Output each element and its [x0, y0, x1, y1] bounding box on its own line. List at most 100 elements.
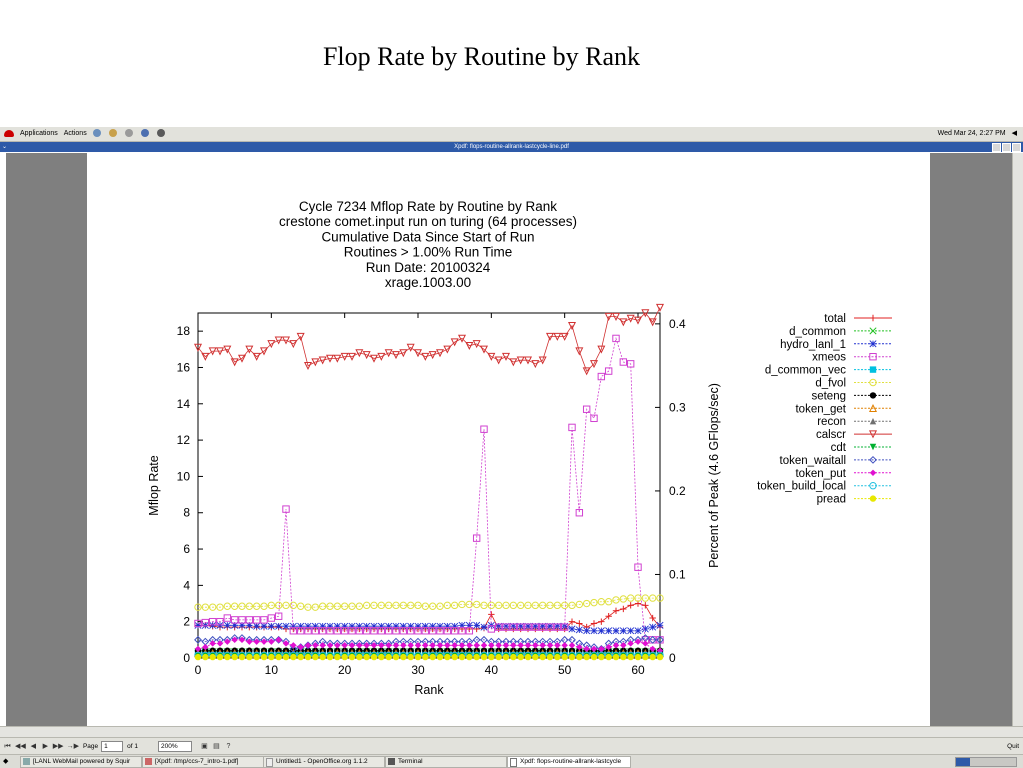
data-point	[407, 622, 415, 630]
data-point	[245, 621, 253, 629]
data-point	[333, 622, 341, 630]
data-point	[348, 653, 356, 661]
data-point	[245, 602, 254, 610]
window-title-bar[interactable]: ⌄ Xpdf: flops-routine-allrank-lastcycle-…	[0, 142, 1023, 152]
data-point	[356, 653, 363, 661]
data-point	[369, 354, 379, 363]
data-point	[370, 653, 378, 661]
data-point	[598, 653, 605, 661]
horizontal-scrollbar[interactable]	[0, 726, 1023, 737]
taskbar: ◆ [LANL WebMail powered by Squir [Xpdf: …	[0, 754, 1023, 768]
data-point	[362, 627, 371, 635]
data-point	[370, 601, 378, 610]
data-point	[319, 622, 327, 630]
task-terminal[interactable]: Terminal	[385, 756, 507, 768]
data-point	[304, 627, 312, 635]
data-point	[568, 625, 576, 633]
data-point	[649, 653, 656, 661]
data-point	[634, 563, 642, 571]
data-point	[237, 354, 247, 363]
print-button[interactable]: ▤	[213, 742, 220, 750]
data-point	[546, 622, 554, 630]
chart-title-line: Run Date: 20100324	[366, 260, 491, 275]
legend-marker	[869, 327, 877, 335]
help-button[interactable]: ?	[226, 742, 231, 750]
first-page-button[interactable]: ⏮	[4, 742, 11, 750]
data-point	[347, 352, 357, 361]
goto-button[interactable]: →▶	[66, 742, 79, 750]
back-10-button[interactable]: ◀◀	[15, 742, 26, 750]
data-point	[612, 607, 620, 614]
data-point	[296, 332, 305, 341]
data-point	[642, 640, 649, 647]
data-point	[443, 622, 451, 630]
data-point	[473, 653, 480, 661]
task-xpdf-intro[interactable]: [Xpdf: /tmp/ccs-7_intro-1.pdf]	[142, 756, 264, 768]
volume-icon[interactable]: ◀	[1011, 130, 1017, 137]
data-point	[443, 627, 452, 635]
applications-menu[interactable]: Applications	[20, 129, 58, 137]
actions-menu[interactable]: Actions	[63, 129, 87, 137]
series-calscr	[193, 303, 665, 376]
data-point	[421, 352, 430, 361]
data-point	[275, 622, 283, 630]
task-webmail[interactable]: [LANL WebMail powered by Squir	[20, 756, 142, 768]
data-point	[576, 620, 583, 627]
task-openoffice[interactable]: Untitled1 - OpenOffice.org 1.1.2	[263, 756, 385, 768]
y2-tick-label: 0.1	[669, 567, 686, 581]
workspace-switcher[interactable]	[955, 757, 1017, 767]
data-point	[260, 616, 268, 624]
quit-button[interactable]: Quit	[1007, 743, 1019, 750]
terminal-launcher-icon[interactable]	[156, 129, 165, 137]
data-point	[318, 602, 327, 610]
data-point	[524, 623, 532, 631]
office-launcher-icon[interactable]	[140, 129, 149, 137]
data-point	[553, 623, 562, 631]
vertical-scrollbar[interactable]	[1012, 153, 1023, 726]
data-point	[377, 352, 386, 361]
next-page-button[interactable]: ▶	[42, 742, 48, 750]
clock[interactable]: Wed Mar 24, 2:27 PM	[937, 129, 1006, 137]
data-point	[414, 653, 422, 661]
close-button[interactable]	[1012, 143, 1021, 152]
data-point	[656, 621, 664, 629]
maximize-button[interactable]	[1002, 143, 1011, 152]
browser-launcher-icon[interactable]	[92, 129, 101, 137]
data-point	[634, 653, 642, 661]
data-point	[656, 635, 664, 644]
y-tick-label: 2	[183, 615, 190, 629]
data-point	[275, 636, 282, 644]
mail-launcher-icon[interactable]	[108, 129, 117, 137]
data-point	[406, 601, 415, 610]
terminal-icon	[388, 758, 395, 765]
page-input[interactable]: 1	[101, 741, 124, 752]
window-menu-icon[interactable]: ⌄	[2, 144, 8, 150]
search-launcher-icon[interactable]	[124, 129, 133, 137]
window-title: Xpdf: flops-routine-allrank-lastcycle-li…	[454, 144, 569, 150]
legend-marker	[869, 495, 877, 502]
find-button[interactable]: ▣	[201, 742, 208, 750]
data-point	[567, 322, 577, 331]
data-point	[583, 627, 591, 635]
data-point	[392, 653, 400, 661]
forward-10-button[interactable]: ▶▶	[52, 742, 64, 750]
task-xpdf-flops[interactable]: Xpdf: flops-routine-allrank-lastcycle	[507, 756, 631, 768]
redhat-icon[interactable]	[4, 129, 14, 137]
data-point	[282, 505, 290, 513]
data-point	[642, 602, 649, 609]
minimize-button[interactable]	[992, 143, 1001, 152]
data-point	[194, 619, 202, 628]
zoom-select[interactable]: 200%	[157, 741, 192, 752]
data-point	[297, 653, 304, 661]
data-point	[223, 345, 232, 354]
show-desktop-icon[interactable]: ◆	[3, 758, 9, 765]
data-point	[575, 509, 584, 517]
data-point	[582, 405, 591, 413]
data-point	[620, 653, 627, 661]
data-point	[575, 347, 584, 356]
prev-page-button[interactable]: ◀	[30, 742, 36, 750]
y2-tick-label: 0	[669, 651, 676, 665]
data-point	[340, 352, 349, 361]
data-point	[422, 653, 429, 661]
chart-title-line: crestone comet.input run on turing (64 p…	[279, 214, 577, 229]
